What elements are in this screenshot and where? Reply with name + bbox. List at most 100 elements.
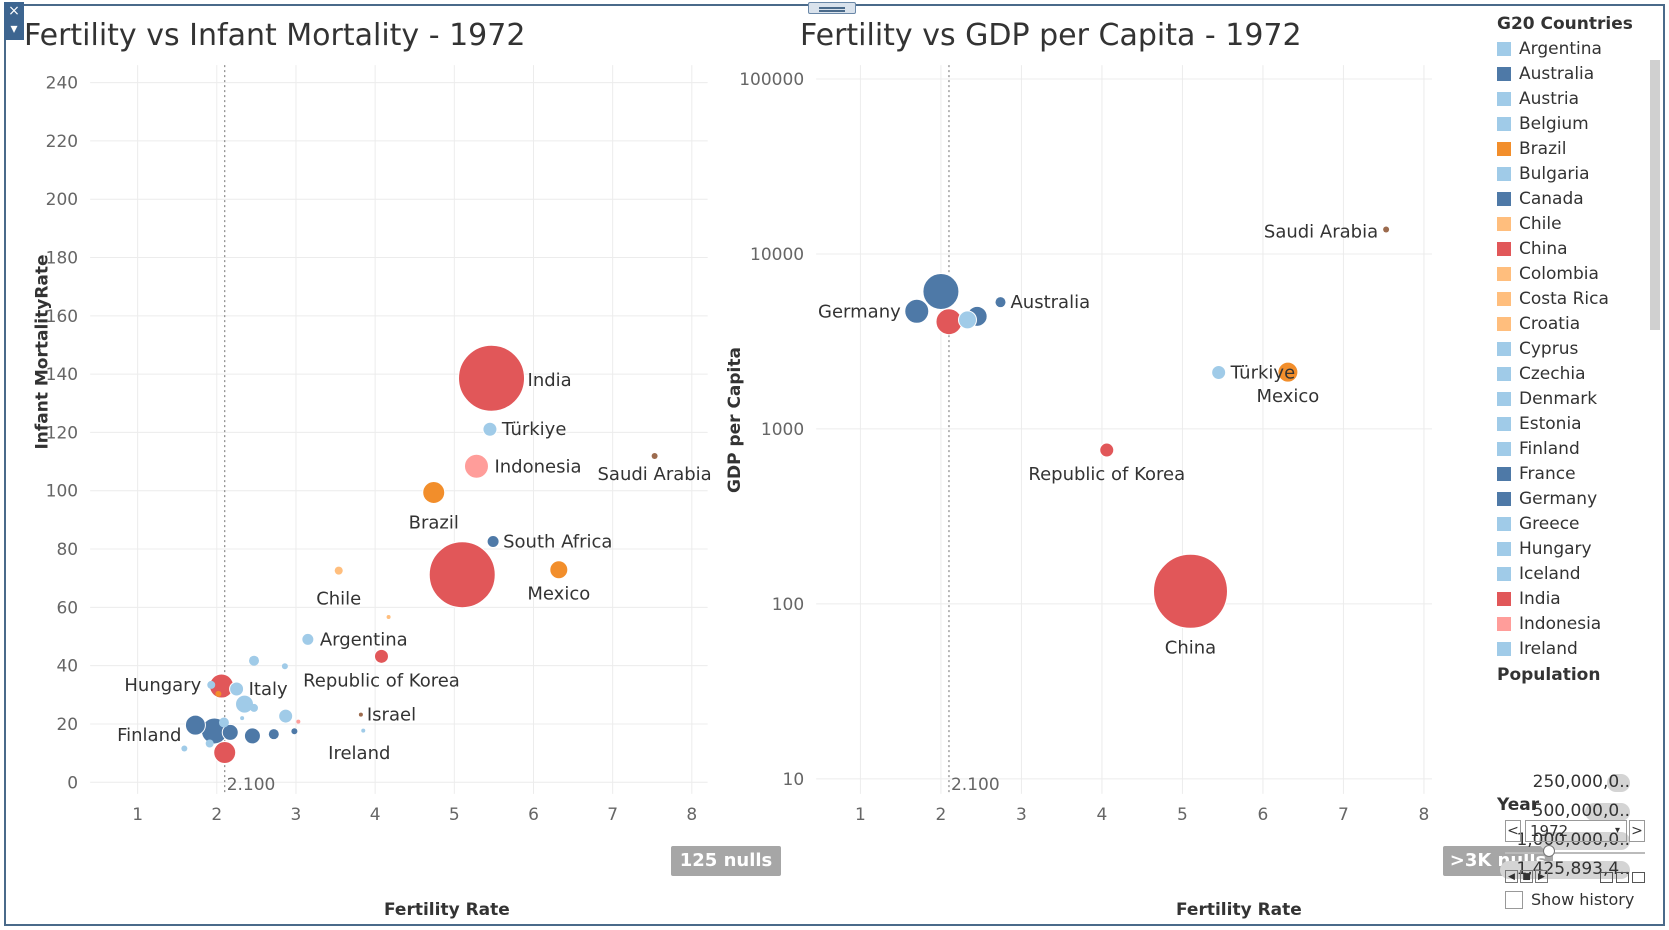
legend-item[interactable]: Czechia [1497,361,1657,386]
data-point[interactable] [218,717,229,728]
data-point[interactable] [386,614,391,619]
data-point-mexico[interactable] [549,560,569,580]
population-label: 250,000,0.. [1532,772,1630,792]
data-point-china[interactable] [428,541,496,609]
data-point-india[interactable] [458,344,526,412]
data-point[interactable] [957,310,977,330]
data-point-saudi-arabia[interactable] [1383,226,1390,233]
legend-item[interactable]: Denmark [1497,386,1657,411]
show-history-checkbox[interactable] [1505,890,1523,909]
data-point[interactable] [243,727,261,745]
stop-icon[interactable]: ■ [1520,870,1533,883]
data-point-t-rkiye[interactable] [1211,365,1227,381]
data-point-brazil[interactable] [422,480,446,504]
data-point-south-africa[interactable] [486,534,500,548]
legend-item[interactable]: Croatia [1497,311,1657,336]
close-icon[interactable]: × [8,3,20,19]
legend-swatch [1497,41,1511,56]
data-point[interactable] [291,728,298,735]
legend-item[interactable]: Iceland [1497,561,1657,586]
legend-item[interactable]: Estonia [1497,411,1657,436]
legend-swatch [1497,116,1511,131]
year-prev-button[interactable]: < [1505,820,1521,842]
legend-swatch [1497,291,1511,306]
legend-item[interactable]: Chile [1497,211,1657,236]
year-dropdown[interactable]: 1972 ▾ [1525,820,1627,842]
data-point[interactable] [184,714,206,736]
point-label: Republic of Korea [1028,464,1185,485]
data-point[interactable] [240,716,245,721]
legend-item[interactable]: Brazil [1497,136,1657,161]
data-point-mexico[interactable] [1277,361,1299,383]
data-point[interactable] [281,663,288,670]
play-back-icon[interactable]: ◀ [1505,870,1518,883]
data-point-israel[interactable] [358,712,363,717]
legend-item[interactable]: Hungary [1497,536,1657,561]
data-point[interactable] [268,729,279,740]
data-point[interactable] [250,703,259,712]
legend-item[interactable]: Austria [1497,86,1657,111]
legend-item[interactable]: Germany [1497,486,1657,511]
data-point-finland[interactable] [181,745,188,752]
legend-item[interactable]: France [1497,461,1657,486]
data-point-republic-of-korea[interactable] [373,648,389,664]
y-tick-label: 220 [46,132,78,152]
year-slider-thumb[interactable] [1543,845,1555,857]
legend-label: Estonia [1519,413,1582,434]
legend-item[interactable]: Argentina [1497,36,1657,61]
data-point-hungary[interactable] [207,680,216,689]
legend-item[interactable]: Costa Rica [1497,286,1657,311]
data-point[interactable] [205,739,214,748]
data-point[interactable] [249,655,260,666]
data-point-republic-of-korea[interactable] [1099,442,1115,458]
data-point-argentina[interactable] [301,632,315,646]
data-point-t-rkiye[interactable] [482,421,498,437]
y-tick-label: 140 [46,365,78,385]
legend-label: Denmark [1519,388,1598,409]
menu-caret-icon[interactable]: ▾ [10,21,18,37]
data-point-saudi-arabia[interactable] [651,453,658,460]
legend-label: Bulgaria [1519,163,1590,184]
data-point[interactable] [278,708,294,724]
legend-item[interactable]: Colombia [1497,261,1657,286]
chart1-plot[interactable]: 1 2 3 4 5 6 7 802040608010012014016018020022024… [0,0,800,930]
data-point[interactable] [213,741,237,765]
legend-scrollbar[interactable] [1650,60,1660,330]
year-next-button[interactable]: > [1629,820,1645,842]
data-point[interactable] [922,272,960,310]
data-point[interactable] [215,690,222,697]
speed-fast-icon[interactable] [1632,872,1645,883]
legend-item[interactable]: Greece [1497,511,1657,536]
speed-medium-icon[interactable] [1616,872,1629,883]
reference-line-label: 2.100 [951,775,1000,795]
chart1-nulls-badge[interactable]: 125 nulls [671,846,781,876]
legend-item[interactable]: Indonesia [1497,611,1657,636]
data-point-chile[interactable] [334,566,343,575]
legend-item[interactable]: Bulgaria [1497,161,1657,186]
show-history-toggle[interactable]: Show history [1505,890,1634,909]
data-point-ireland[interactable] [361,728,366,733]
legend-list[interactable]: Argentina Australia Austria Belgium Brazil Bu… [1497,36,1657,672]
close-button[interactable]: × ▾ [4,2,24,40]
data-point-italy[interactable] [229,681,245,697]
data-point-indonesia[interactable] [463,453,489,479]
legend-item[interactable]: Canada [1497,186,1657,211]
legend-item[interactable]: Australia [1497,61,1657,86]
speed-slow-icon[interactable] [1600,872,1613,883]
data-point-australia[interactable] [995,297,1006,308]
legend-item[interactable]: Ireland [1497,636,1657,661]
legend-item[interactable]: India [1497,586,1657,611]
data-point[interactable] [221,723,239,741]
legend-item[interactable]: Belgium [1497,111,1657,136]
year-slider-track[interactable] [1505,852,1645,854]
dashboard-drag-handle[interactable] [808,2,856,14]
data-point-germany[interactable] [904,298,930,324]
data-point[interactable] [296,719,301,724]
legend-item[interactable]: Cyprus [1497,336,1657,361]
legend-item[interactable]: Finland [1497,436,1657,461]
data-point-china[interactable] [1152,553,1228,629]
legend-item[interactable]: China [1497,236,1657,261]
data-point[interactable] [935,308,963,336]
play-forward-icon[interactable]: ▶ [1535,870,1548,883]
